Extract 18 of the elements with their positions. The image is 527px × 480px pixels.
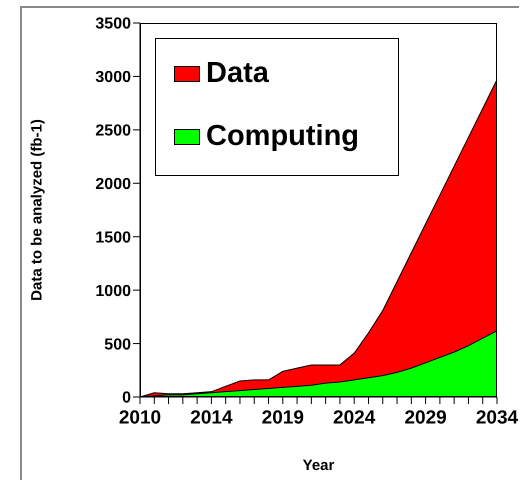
y-tick-label: 2500 bbox=[95, 122, 132, 140]
y-tick-label: 3500 bbox=[95, 16, 132, 33]
legend-label: Data bbox=[206, 57, 269, 90]
y-tick-label: 0 bbox=[122, 390, 132, 407]
y-tick-label: 500 bbox=[104, 336, 132, 354]
y-tick-label: 2000 bbox=[95, 176, 132, 193]
y-tick-label: 3000 bbox=[95, 69, 132, 86]
x-tick-label: 2019 bbox=[262, 407, 304, 428]
legend-label: Computing bbox=[206, 120, 360, 153]
x-tick-label: 2024 bbox=[333, 407, 376, 428]
y-axis-title: Data to be analyzed (fb-1) bbox=[28, 119, 46, 301]
x-tick-label: 2029 bbox=[404, 407, 447, 428]
x-tick-label: 2014 bbox=[190, 407, 233, 428]
y-tick-label: 1000 bbox=[95, 282, 132, 300]
x-tick-label: 2034 bbox=[476, 407, 519, 428]
x-axis-title: Year bbox=[302, 457, 335, 474]
y-tick-label: 1500 bbox=[95, 229, 132, 246]
x-tick-label: 2010 bbox=[118, 407, 162, 428]
